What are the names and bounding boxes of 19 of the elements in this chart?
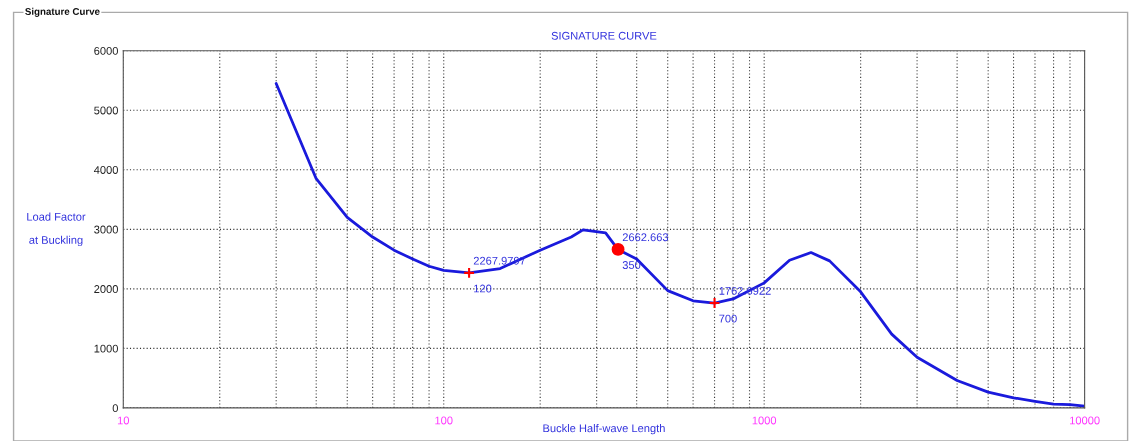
y-tick-label: 2000: [94, 285, 118, 293]
x-tick-label: 10000: [1070, 416, 1100, 425]
chart-title: SIGNATURE CURVE: [551, 31, 657, 40]
annotation: 700: [719, 314, 737, 323]
y-tick-label: 1000: [94, 344, 118, 353]
text: Load Factor at Buckling: [27, 212, 86, 247]
x-tick-label: 1000: [752, 416, 777, 425]
annotation: 2662.663: [622, 233, 669, 242]
y-tick-label: 0: [112, 404, 118, 413]
x-tick-label: 10: [117, 416, 130, 425]
y-tick-label: 6000: [94, 46, 118, 55]
y-tick-label: 3000: [94, 225, 118, 234]
y-tick-label: 5000: [94, 106, 118, 115]
annotation: 120: [474, 284, 492, 293]
x-axis-title: Buckle Half-wave Length: [543, 424, 665, 435]
text: Signature Curve: [25, 7, 100, 17]
y-tick-label: 4000: [93, 166, 118, 174]
annotation: 350: [622, 261, 641, 269]
x-tick-label: 100: [435, 416, 453, 425]
